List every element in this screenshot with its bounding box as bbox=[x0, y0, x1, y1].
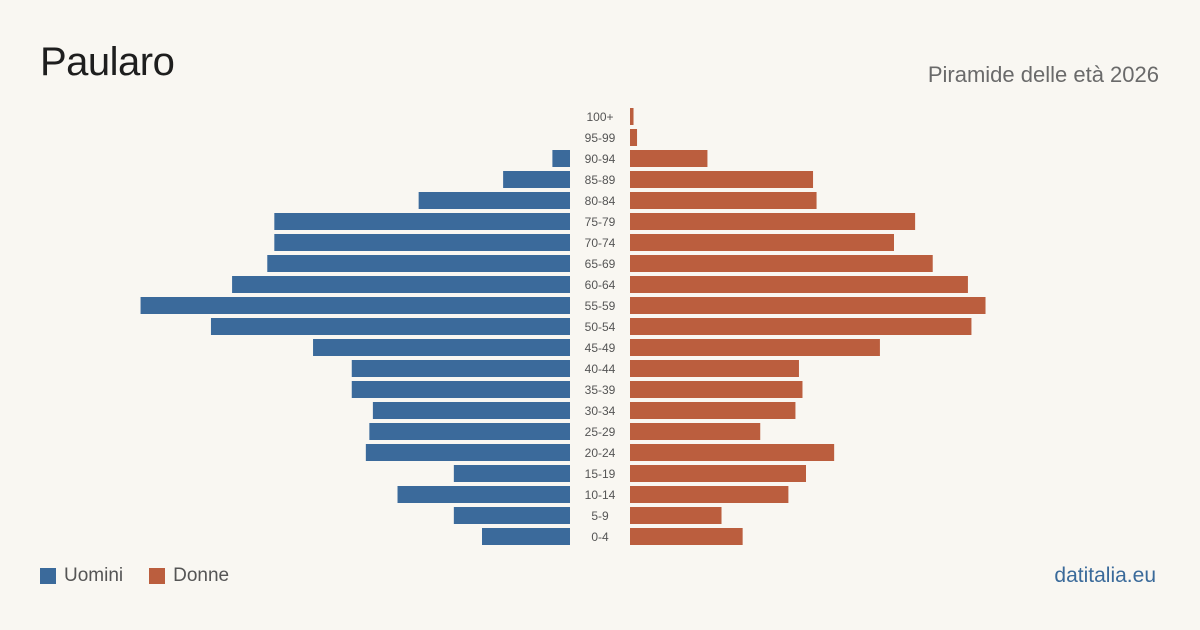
bar-female-50-54 bbox=[630, 318, 972, 335]
bar-female-55-59 bbox=[630, 297, 986, 314]
bar-male-10-14 bbox=[397, 486, 570, 503]
legend-item-male: Uomini bbox=[40, 565, 123, 587]
chart-subtitle: Piramide delle età 2026 bbox=[927, 62, 1159, 87]
age-label-45-49: 45-49 bbox=[585, 341, 616, 355]
age-label-50-54: 50-54 bbox=[585, 320, 616, 334]
bar-female-5-9 bbox=[630, 507, 722, 524]
bar-male-65-69 bbox=[267, 255, 570, 272]
bar-male-50-54 bbox=[210, 318, 570, 335]
bar-male-45-49 bbox=[313, 339, 570, 356]
bar-male-70-74 bbox=[274, 234, 570, 251]
age-label-90-94: 90-94 bbox=[585, 152, 616, 166]
bar-female-60-64 bbox=[630, 276, 968, 293]
bar-male-25-29 bbox=[369, 423, 570, 440]
bar-male-15-19 bbox=[453, 465, 570, 482]
bar-female-10-14 bbox=[630, 486, 789, 503]
bar-female-15-19 bbox=[630, 465, 806, 482]
bar-female-0-4 bbox=[630, 528, 743, 545]
bar-male-20-24 bbox=[365, 444, 570, 461]
age-label-15-19: 15-19 bbox=[585, 467, 616, 481]
bar-male-30-34 bbox=[372, 402, 570, 419]
age-label-95-99: 95-99 bbox=[585, 131, 616, 145]
age-label-75-79: 75-79 bbox=[585, 215, 616, 229]
age-label-60-64: 60-64 bbox=[585, 278, 616, 292]
age-label-5-9: 5-9 bbox=[591, 509, 609, 523]
bar-male-5-9 bbox=[453, 507, 570, 524]
bar-female-80-84 bbox=[630, 192, 817, 209]
age-label-40-44: 40-44 bbox=[585, 362, 616, 376]
legend-item-female: Donne bbox=[149, 565, 229, 587]
legend-swatch-female bbox=[149, 568, 166, 584]
bar-male-55-59 bbox=[140, 297, 570, 314]
bar-male-75-79 bbox=[274, 213, 570, 230]
bar-female-65-69 bbox=[630, 255, 933, 272]
bar-female-35-39 bbox=[630, 381, 803, 398]
legend-swatch-male bbox=[40, 568, 56, 584]
brand-link[interactable]: datitalia.eu bbox=[1054, 564, 1156, 587]
bar-male-40-44 bbox=[351, 360, 570, 377]
age-label-80-84: 80-84 bbox=[585, 194, 616, 208]
age-label-30-34: 30-34 bbox=[585, 404, 616, 418]
legend-label-male: Uomini bbox=[64, 565, 124, 586]
age-label-65-69: 65-69 bbox=[585, 257, 616, 271]
bar-male-60-64 bbox=[232, 276, 570, 293]
bar-female-75-79 bbox=[630, 213, 916, 230]
bar-female-90-94 bbox=[630, 150, 708, 167]
age-label-35-39: 35-39 bbox=[585, 383, 616, 397]
age-label-10-14: 10-14 bbox=[585, 488, 616, 502]
legend-label-female: Donne bbox=[173, 565, 230, 586]
bar-female-95-99 bbox=[630, 129, 638, 146]
age-label-100+: 100+ bbox=[586, 110, 613, 124]
bar-female-40-44 bbox=[630, 360, 799, 377]
bar-male-90-94 bbox=[552, 150, 570, 167]
age-label-20-24: 20-24 bbox=[585, 446, 616, 460]
chart-title: Paularo bbox=[40, 40, 175, 84]
bar-female-45-49 bbox=[630, 339, 880, 356]
age-label-85-89: 85-89 bbox=[585, 173, 616, 187]
bar-male-35-39 bbox=[351, 381, 570, 398]
bar-female-25-29 bbox=[630, 423, 761, 440]
bar-male-80-84 bbox=[418, 192, 570, 209]
age-label-0-4: 0-4 bbox=[591, 530, 609, 544]
age-label-70-74: 70-74 bbox=[585, 236, 616, 250]
bar-female-70-74 bbox=[630, 234, 894, 251]
age-label-25-29: 25-29 bbox=[585, 425, 616, 439]
bar-female-20-24 bbox=[630, 444, 835, 461]
legend: Uomini Donne bbox=[40, 565, 255, 587]
bar-male-85-89 bbox=[503, 171, 570, 188]
bar-female-85-89 bbox=[630, 171, 814, 188]
age-label-55-59: 55-59 bbox=[585, 299, 616, 313]
bar-male-0-4 bbox=[482, 528, 570, 545]
bar-female-100+ bbox=[630, 108, 634, 125]
bar-female-30-34 bbox=[630, 402, 796, 419]
